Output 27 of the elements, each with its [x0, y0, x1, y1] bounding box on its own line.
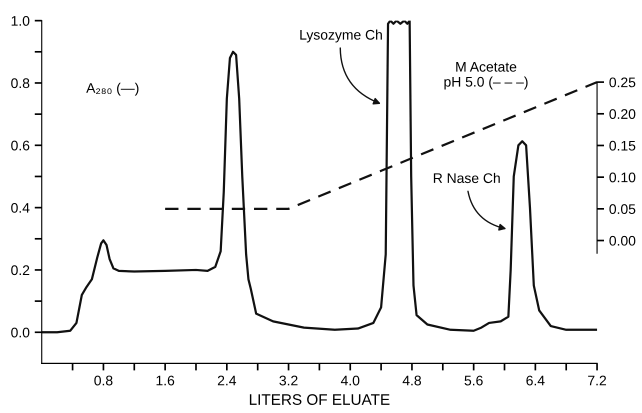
y-tick-label: 0.8: [11, 78, 30, 88]
y-tick-label: 0.0: [11, 328, 30, 338]
y-tick-label: 1.0: [12, 16, 30, 26]
y-tick-label: 0.2: [11, 265, 30, 276]
y-tick-label: 0.4: [11, 202, 30, 213]
x-tick-label: 2.4: [218, 376, 236, 386]
x-tick-label: 6.4: [526, 376, 545, 386]
x-axis-title: LITERS OF ELUATE: [250, 394, 390, 405]
y2-tick-label: 0.20: [609, 109, 636, 119]
x-tick-label: 7.2: [588, 376, 606, 386]
y2-tick-label: 0.15: [609, 140, 636, 151]
y2-tick-label: 0.00: [609, 236, 636, 246]
x-tick-label: 4.0: [340, 376, 360, 386]
line-series: [42, 20, 598, 334]
y2-tick-label: 0.05: [609, 204, 636, 214]
y-tick-label: 0.6: [11, 140, 30, 150]
annotation: R Nase Ch: [434, 172, 500, 184]
y2-tick-label: 0.25: [609, 77, 636, 88]
x-tick-label: 0.8: [94, 376, 112, 386]
annotation: A₂₈₀ (—): [86, 82, 138, 96]
x-tick-label: 5.6: [464, 376, 483, 386]
y2-tick-label: 0.10: [609, 172, 636, 182]
annotation: M Acetate pH 5.0 (– – –): [444, 62, 528, 90]
annotation: Lysozyme Ch: [300, 30, 382, 42]
x-tick-label: 4.8: [402, 376, 421, 386]
x-tick-label: 3.2: [279, 376, 298, 386]
x-tick-label: 1.6: [156, 376, 174, 386]
